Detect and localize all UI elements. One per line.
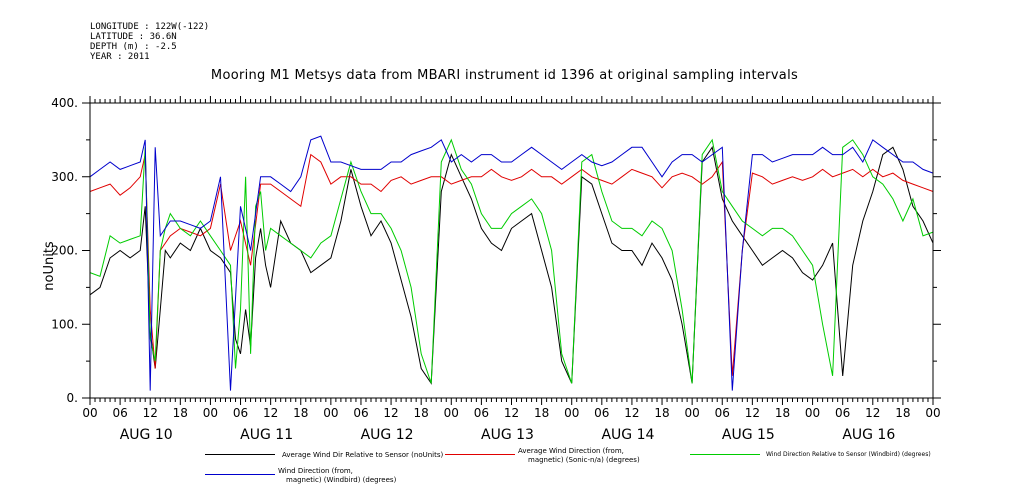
chart-title: Mooring M1 Metsys data from MBARI instru…: [210, 68, 799, 83]
x-tick-label: 12: [383, 406, 398, 420]
depth-label: DEPTH (m) : -2.5: [90, 42, 177, 52]
y-tick-label: 300.: [51, 170, 78, 184]
x-tick-label: 00: [82, 406, 97, 420]
latitude-label: LATITUDE : 36.6N: [90, 32, 177, 42]
x-tick-label: 12: [143, 406, 158, 420]
series-line-2: [89, 138, 934, 384]
x-tick-label: 00: [805, 406, 820, 420]
series-line-0: [89, 146, 934, 385]
legend-swatch-avg-wind-direction-sonic: [445, 454, 515, 455]
x-tick-label: 12: [504, 406, 519, 420]
series-line-1: [89, 153, 934, 376]
x-tick-label: 18: [775, 406, 790, 420]
x-tick-label: 12: [745, 406, 760, 420]
x-tick-label: 12: [263, 406, 278, 420]
x-tick-label: 18: [654, 406, 669, 420]
legend-swatch-avg-wind-dir-relative: [205, 454, 275, 455]
y-tick-label: 0.: [67, 391, 78, 405]
x-tick-label: 00: [444, 406, 459, 420]
x-tick-label: 18: [534, 406, 549, 420]
x-tick-label: 00: [203, 406, 218, 420]
x-tick-label: 12: [624, 406, 639, 420]
x-tick-label: 00: [323, 406, 338, 420]
legend-label-wind-direction-relative-windbird: Wind Direction Relative to Sensor (Windb…: [766, 451, 931, 458]
x-tick-label: 00: [564, 406, 579, 420]
legend-label-wind-direction-windbird-2: magnetic) (Windbird) (degrees): [286, 476, 397, 484]
legend-label-wind-direction-windbird-1: Wind Direction (from,: [278, 467, 353, 475]
legend-label-avg-wind-direction-sonic-2: magnetic) (Sonic-n/a) (degrees): [528, 456, 640, 464]
day-label: AUG 15: [722, 427, 775, 443]
legend-swatch-wind-direction-windbird: [205, 474, 275, 475]
y-tick-label: 100.: [51, 317, 78, 331]
x-tick-label: 06: [715, 406, 730, 420]
day-label: AUG 12: [361, 427, 414, 443]
x-tick-label: 00: [685, 406, 700, 420]
x-tick-label: 06: [112, 406, 127, 420]
x-tick-label: 06: [353, 406, 368, 420]
longitude-label: LONGITUDE : 122W(-122): [90, 22, 210, 32]
legend-label-avg-wind-direction-sonic-1: Average Wind Direction (from,: [518, 447, 624, 455]
x-tick-label: 18: [293, 406, 308, 420]
series-line-3: [89, 135, 934, 391]
x-tick-label: 18: [414, 406, 429, 420]
day-label: AUG 13: [481, 427, 534, 443]
x-tick-label: 18: [895, 406, 910, 420]
x-tick-label: 06: [233, 406, 248, 420]
plot-frame: [89, 102, 934, 399]
legend-label-avg-wind-dir-relative: Average Wind Dir Relative to Sensor (noU…: [282, 451, 444, 459]
x-tick-label: 06: [474, 406, 489, 420]
x-tick-label: 18: [173, 406, 188, 420]
year-label: YEAR : 2011: [90, 52, 150, 62]
y-tick-label: 400.: [51, 96, 78, 110]
x-tick-label: 06: [835, 406, 850, 420]
x-tick-label: 12: [865, 406, 880, 420]
day-label: AUG 10: [120, 427, 173, 443]
x-tick-label: 06: [594, 406, 609, 420]
day-label: AUG 11: [240, 427, 293, 443]
legend-swatch-wind-direction-relative-windbird: [690, 454, 760, 455]
y-tick-label: 200.: [51, 244, 78, 258]
day-label: AUG 16: [842, 427, 895, 443]
day-label: AUG 14: [601, 427, 654, 443]
x-tick-label: 00: [925, 406, 940, 420]
